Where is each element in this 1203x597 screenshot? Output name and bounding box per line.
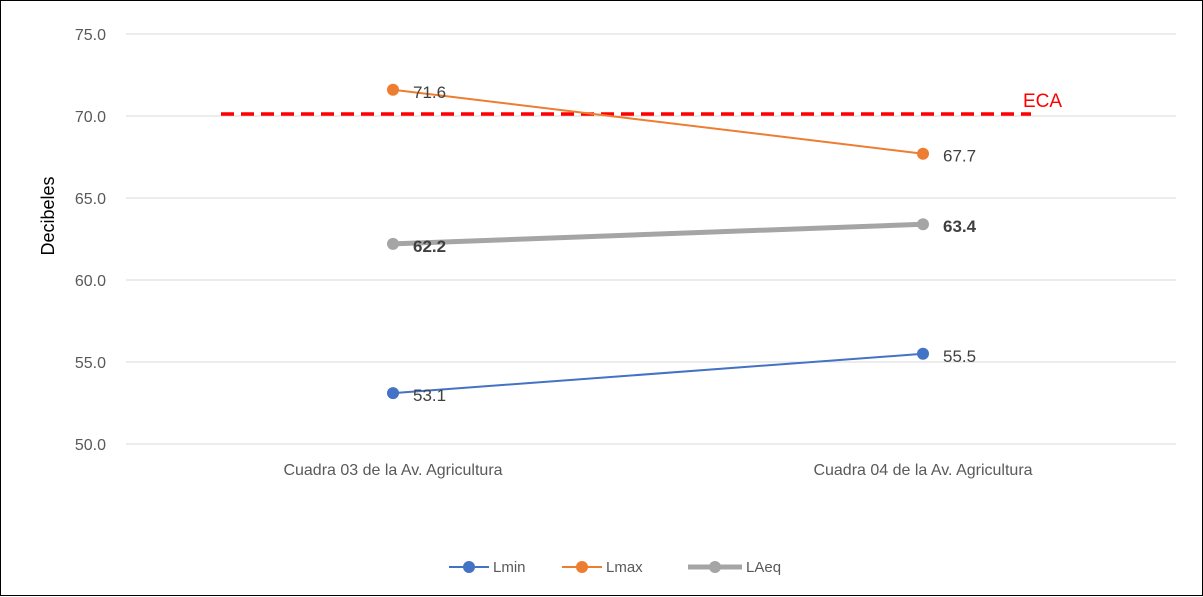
y-tick-label: 50.0 [75, 437, 106, 454]
x-tick-label: Cuadra 04 de la Av. Agricultura [813, 462, 1032, 479]
data-point-lmin [387, 387, 399, 400]
x-tick-label: Cuadra 03 de la Av. Agricultura [283, 462, 502, 479]
y-tick-label: 60.0 [75, 273, 106, 290]
y-tick-label: 65.0 [75, 191, 106, 208]
data-label-laeq: 63.4 [943, 217, 977, 236]
reference-line-group: ECA [221, 91, 1062, 116]
data-label-lmax: 71.6 [413, 83, 446, 102]
data-labels: 53.1 55.5 71.6 67.7 62.2 63.4 [413, 83, 977, 405]
data-point-laeq [917, 218, 929, 231]
legend-marker-lmin [463, 561, 475, 573]
data-point-lmin [917, 347, 929, 360]
legend-marker-lmax [576, 561, 588, 573]
legend-label-laeq: LAeq [746, 559, 781, 576]
series-line-lmin [392, 352, 924, 395]
legend-label-lmax: Lmax [606, 559, 643, 576]
data-point-lmax [917, 147, 929, 160]
reference-line-label: ECA [1023, 91, 1062, 112]
data-point-laeq [387, 237, 399, 250]
y-tick-label: 75.0 [75, 27, 106, 44]
y-tick-label: 55.0 [75, 355, 106, 372]
x-tick-labels: Cuadra 03 de la Av. Agricultura Cuadra 04… [283, 462, 1032, 479]
gridlines [126, 33, 1176, 445]
legend-marker-laeq [709, 561, 721, 573]
data-point-lmax [387, 83, 399, 96]
legend: Lmin Lmax LAeq [449, 559, 781, 576]
y-tick-label: 70.0 [75, 109, 106, 126]
data-label-lmax: 67.7 [943, 147, 976, 166]
y-tick-labels: 50.0 55.0 60.0 65.0 70.0 75.0 [75, 27, 106, 454]
legend-label-lmin: Lmin [493, 559, 526, 576]
data-label-lmin: 55.5 [943, 347, 976, 366]
series-line-laeq [392, 221, 924, 247]
data-label-lmin: 53.1 [413, 386, 446, 405]
series-group [387, 83, 929, 400]
y-axis-title: Decibeles [38, 176, 58, 255]
data-label-laeq: 62.2 [413, 237, 446, 256]
series-line-lmax [392, 88, 924, 155]
